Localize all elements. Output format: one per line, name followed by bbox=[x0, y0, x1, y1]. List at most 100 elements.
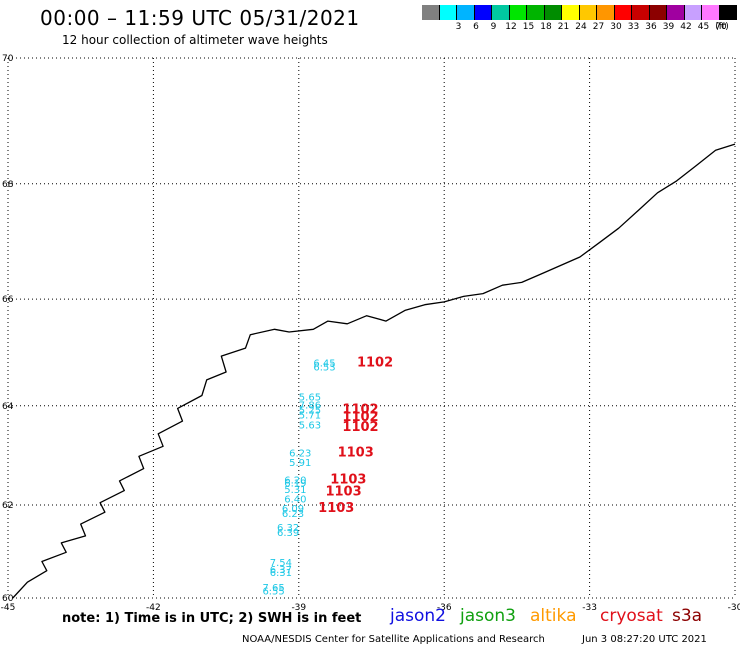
color-legend: 3 6 9 12 15 18 21 24 27 30 33 36 39 42 45 70 (ft) bbox=[422, 5, 737, 32]
legend-color bbox=[667, 5, 685, 20]
map-grid bbox=[7, 57, 736, 599]
swh-value-label: 6.09 bbox=[282, 504, 304, 515]
legend-color bbox=[509, 5, 527, 20]
legend-swatch: 45 bbox=[684, 5, 709, 32]
legend-swatch: 70 bbox=[702, 5, 727, 32]
legend-swatch: 15 bbox=[509, 5, 534, 32]
swh-value-label: 6.31 bbox=[270, 568, 292, 579]
lon-tick-label: -42 bbox=[146, 603, 161, 613]
legend-color bbox=[439, 5, 457, 20]
legend-label: 24 bbox=[575, 22, 587, 32]
swh-value-label: 6.53 bbox=[313, 362, 335, 373]
lon-tick-label: -33 bbox=[582, 603, 597, 613]
legend-label: 70 bbox=[715, 22, 727, 32]
lat-tick-label: 62 bbox=[2, 501, 13, 511]
swh-value-label: 7.86 bbox=[299, 400, 321, 411]
pass-number-label: 1102 bbox=[357, 356, 393, 371]
pass-number-label: 1103 bbox=[338, 445, 374, 460]
swh-value-label: 5.71 bbox=[299, 411, 321, 422]
swh-value-label: 6.40 bbox=[284, 495, 306, 506]
lon-tick-label: -45 bbox=[1, 603, 16, 613]
legend-color bbox=[474, 5, 492, 20]
swh-value-label: 6.37 bbox=[270, 565, 292, 576]
legend-color bbox=[562, 5, 580, 20]
legend-color bbox=[719, 5, 737, 20]
pass-number-label: 1102 bbox=[342, 410, 378, 425]
legend-swatch: 30 bbox=[597, 5, 622, 32]
legend-label: 3 bbox=[455, 22, 462, 32]
legend-swatch: 42 bbox=[667, 5, 692, 32]
pass-number-label: 1103 bbox=[318, 501, 354, 516]
legend-color bbox=[649, 5, 667, 20]
pass-number-label: 1102 bbox=[342, 420, 378, 435]
legend-swatch: 36 bbox=[632, 5, 657, 32]
swh-value-label: 5.91 bbox=[289, 458, 311, 469]
swh-value-label: 6.45 bbox=[313, 359, 335, 370]
pass-number-label: 1103 bbox=[330, 472, 366, 487]
legend-swatch: 39 bbox=[649, 5, 674, 32]
swh-value-label: 6.23 bbox=[289, 448, 311, 459]
swh-value-label: 5.65 bbox=[299, 393, 321, 404]
legend-color bbox=[632, 5, 650, 20]
legend-swatch: 18 bbox=[527, 5, 552, 32]
greenland-coastline bbox=[12, 143, 736, 599]
lat-tick-label: 70 bbox=[2, 54, 14, 64]
lon-tick-label: -36 bbox=[437, 603, 452, 613]
swh-value-label: 5.63 bbox=[299, 421, 321, 432]
legend-label: 21 bbox=[557, 22, 570, 32]
lon-tick-label: -30 bbox=[728, 603, 740, 613]
legend-unit: (ft) bbox=[715, 22, 729, 32]
legend-swatch: 9 bbox=[474, 5, 496, 32]
satellite-label: s3a bbox=[672, 606, 703, 626]
legend-color bbox=[579, 5, 597, 20]
map-subtitle: 12 hour collection of altimeter wave hei… bbox=[62, 33, 328, 47]
lat-tick-label: 68 bbox=[2, 180, 14, 190]
lat-tick-label: 66 bbox=[2, 295, 14, 305]
legend-label: 42 bbox=[680, 22, 692, 32]
lon-tick-label: -39 bbox=[291, 603, 306, 613]
footer-note: note: 1) Time is in UTC; 2) SWH is in fe… bbox=[62, 611, 362, 626]
legend-swatch: 12 bbox=[492, 5, 517, 32]
legend-label: 30 bbox=[610, 22, 622, 32]
legend-label: 36 bbox=[645, 22, 657, 32]
swh-value-label: 5.31 bbox=[284, 485, 306, 496]
swh-value-label: 6.32 bbox=[277, 523, 299, 534]
satellite-label: jason2 bbox=[390, 606, 446, 626]
legend-label: 39 bbox=[662, 22, 675, 32]
legend-swatch: 6 bbox=[457, 5, 479, 32]
pass-number-label: 1102 bbox=[342, 402, 378, 417]
lat-tick-label: 64 bbox=[2, 402, 14, 412]
legend-label: 45 bbox=[697, 22, 710, 32]
wave-height-labels: 6.456.535.657.865.255.715.636.235.916.20… bbox=[262, 359, 335, 598]
legend-color bbox=[702, 5, 720, 20]
legend-color bbox=[457, 5, 475, 20]
legend-color bbox=[527, 5, 545, 20]
legend-color bbox=[544, 5, 562, 20]
legend-swatch bbox=[719, 5, 737, 20]
legend-color bbox=[684, 5, 702, 20]
swh-value-label: 7.54 bbox=[270, 558, 292, 569]
legend-swatch: 3 bbox=[439, 5, 461, 32]
swh-value-label: 6.39 bbox=[277, 528, 299, 539]
legend-swatch: 21 bbox=[544, 5, 569, 32]
swh-value-label: 6.23 bbox=[282, 509, 304, 520]
swh-value-label: 6.55 bbox=[262, 586, 284, 597]
legend-label: 15 bbox=[522, 22, 535, 32]
legend-swatch: 27 bbox=[579, 5, 604, 32]
legend-label: 18 bbox=[540, 22, 552, 32]
legend-label: 9 bbox=[490, 22, 497, 32]
legend-color bbox=[597, 5, 615, 20]
legend-label: 27 bbox=[592, 22, 605, 32]
legend-swatch: 33 bbox=[614, 5, 639, 32]
map-title: 00:00 – 11:59 UTC 05/31/2021 bbox=[40, 6, 360, 30]
legend-label: 12 bbox=[505, 22, 517, 32]
lat-tick-label: 60 bbox=[2, 594, 14, 604]
swh-value-label: 7.65 bbox=[262, 583, 284, 594]
legend-label: 33 bbox=[627, 22, 640, 32]
legend-label: 6 bbox=[473, 22, 479, 32]
swh-value-label: 6.20 bbox=[284, 475, 306, 486]
legend-swatch bbox=[422, 5, 440, 20]
swh-value-label: 6.19 bbox=[284, 479, 306, 490]
